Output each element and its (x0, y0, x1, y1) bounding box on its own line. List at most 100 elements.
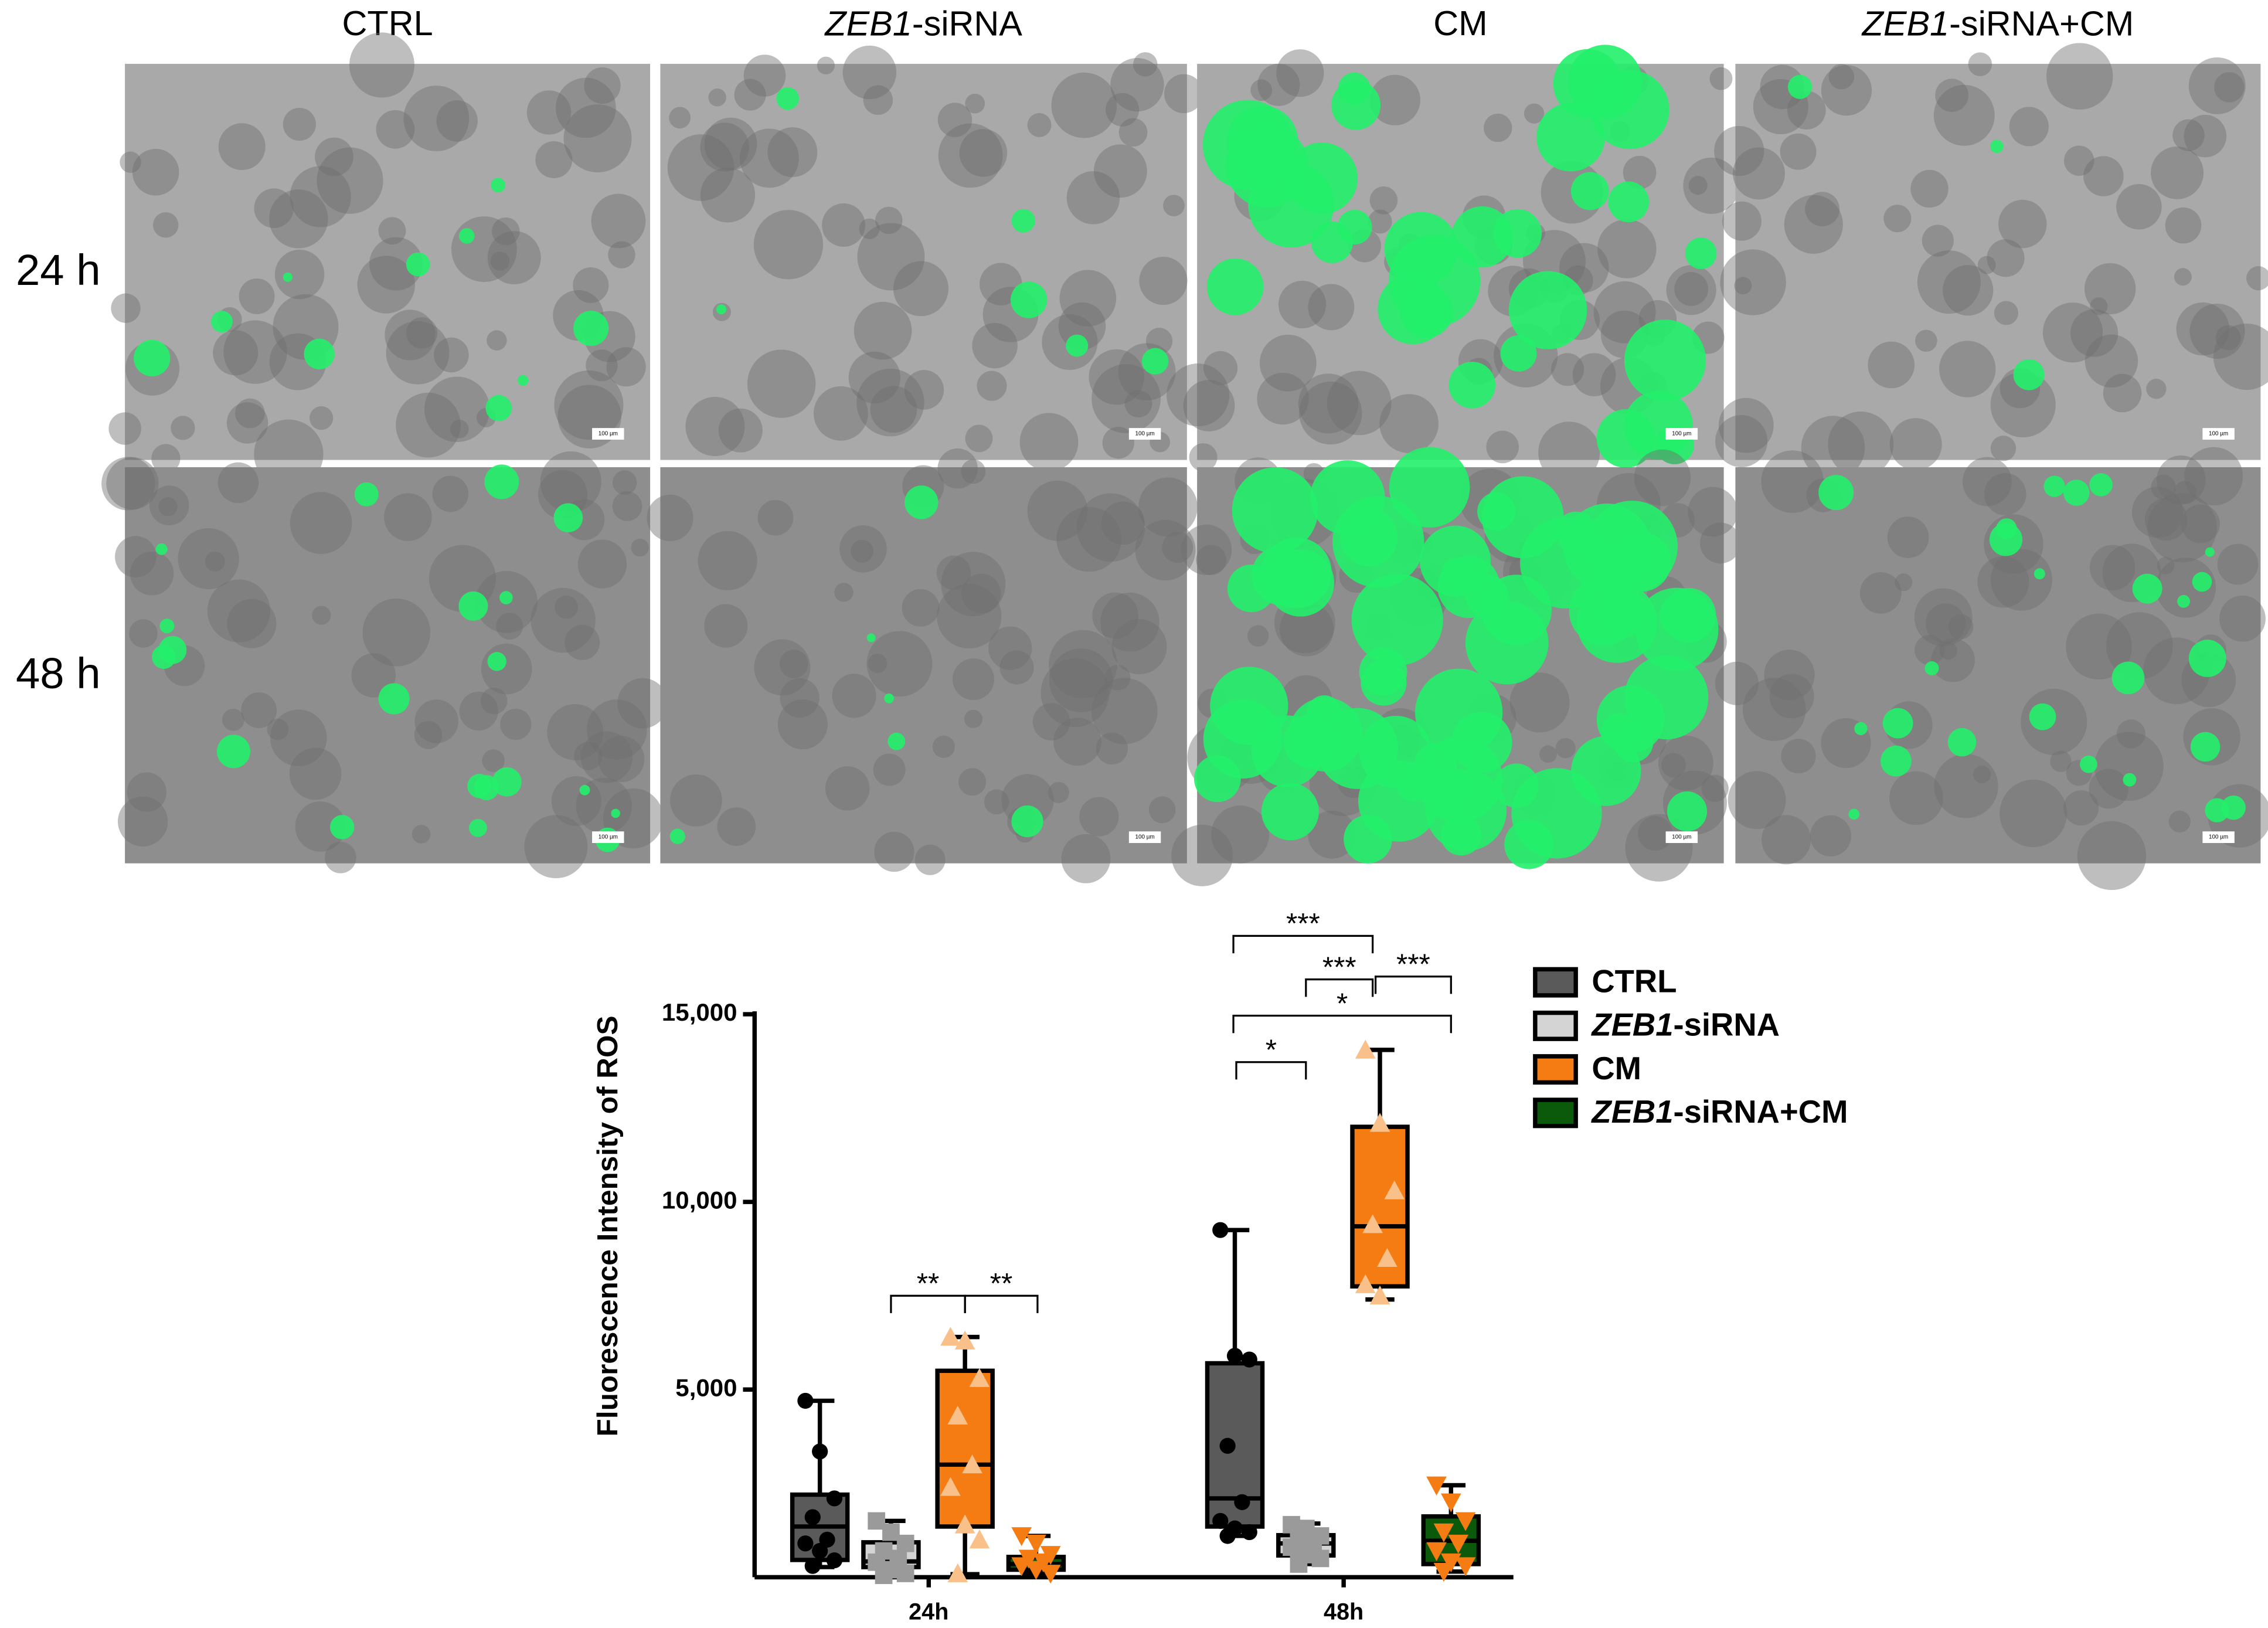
ros-signal (1010, 281, 1048, 318)
micrograph-background (125, 467, 651, 864)
cell-cluster (315, 137, 353, 176)
cell-cluster (874, 831, 914, 872)
cell-cluster (1658, 735, 1713, 791)
data-point (1290, 1555, 1308, 1573)
cell-cluster (158, 497, 178, 516)
cell-cluster (1915, 635, 1945, 665)
cell-cluster (496, 613, 523, 640)
cell-cluster (108, 412, 141, 445)
significance-bracket (1305, 978, 1374, 997)
cell-cluster (317, 147, 383, 214)
ros-signal (2190, 732, 2221, 762)
cell-cluster (902, 589, 940, 627)
cell-cluster (254, 188, 294, 228)
ros-signal (1818, 475, 1854, 511)
cell-cluster (1298, 373, 1359, 434)
ros-signal (216, 735, 250, 769)
cell-cluster (2174, 268, 2192, 286)
cell-cluster (432, 475, 469, 512)
cell-cluster (586, 349, 618, 382)
cell-cluster (743, 55, 786, 97)
cell-cluster (914, 844, 946, 875)
ros-signal (2063, 480, 2090, 506)
cell-cluster (937, 103, 973, 137)
cell-cluster (2213, 323, 2268, 390)
cell-cluster (555, 595, 579, 619)
cell-cluster (1032, 703, 1070, 741)
cell-cluster (1104, 664, 1131, 691)
cell-cluster (1048, 781, 1069, 803)
cell-cluster (1764, 650, 1815, 701)
cell-cluster (1917, 250, 1981, 314)
ros-signal (134, 339, 171, 376)
cell-cluster (1593, 281, 1656, 344)
cell-cluster (1714, 125, 1764, 176)
cell-cluster (856, 368, 924, 437)
cell-cluster (1990, 436, 2017, 461)
data-point (940, 1327, 961, 1346)
cell-cluster (450, 420, 469, 439)
ros-signal (1500, 335, 1537, 372)
cell-cluster (875, 206, 903, 234)
column-title: CTRL (342, 4, 433, 43)
cell-cluster (1943, 265, 1994, 316)
cell-cluster (591, 193, 646, 249)
cell-cluster (988, 626, 1032, 670)
scale-bar (2202, 831, 2235, 844)
data-point (954, 1514, 975, 1534)
data-point (1440, 1493, 1461, 1513)
cell-cluster (1124, 390, 1152, 418)
ros-signal (1011, 209, 1035, 233)
cell-cluster (647, 494, 693, 542)
ros-signal (1924, 661, 1939, 675)
cell-cluster (2156, 455, 2206, 505)
ros-signal (2188, 640, 2226, 677)
cell-cluster (1720, 249, 1786, 315)
cell-cluster (1049, 648, 1113, 712)
cell-cluster (270, 709, 327, 766)
cell-cluster (1203, 351, 1238, 385)
cell-cluster (2147, 493, 2217, 563)
ros-signal (1361, 660, 1407, 706)
cell-cluster (1138, 477, 1198, 537)
column-title: ZEB1-siRNA (824, 4, 1022, 43)
cell-cluster (1539, 745, 1557, 763)
cell-cluster (866, 631, 933, 697)
cell-cluster (312, 606, 331, 625)
data-point (1369, 1285, 1390, 1305)
cell-cluster (598, 736, 645, 783)
ros-signal (669, 828, 685, 844)
ros-signal (1848, 808, 1859, 820)
cell-cluster (1760, 64, 1805, 110)
cell-cluster (1111, 619, 1167, 675)
cell-cluster (2219, 595, 2266, 642)
cell-cluster (2184, 447, 2243, 506)
cell-cluster (487, 330, 507, 351)
ros-signal (2034, 568, 2045, 580)
cell-cluster (349, 32, 414, 98)
cell-cluster (573, 267, 609, 303)
cell-cluster (101, 457, 155, 511)
cell-cluster (1984, 473, 2026, 515)
ros-signal (1947, 728, 1977, 757)
cell-cluster (779, 650, 808, 678)
cell-cluster (295, 801, 346, 852)
ros-signal (888, 732, 906, 750)
scale-bar-label: 100 µm (599, 431, 618, 437)
cell-cluster (670, 774, 722, 827)
cell-cluster (434, 337, 469, 373)
cell-cluster (1990, 549, 2052, 611)
ros-signal (1536, 103, 1605, 172)
ros-signal (2029, 703, 2056, 730)
cell-cluster (2151, 474, 2176, 500)
data-point (826, 1490, 843, 1507)
ros-signal (1685, 237, 1717, 269)
cell-cluster (1027, 480, 1088, 541)
cell-cluster (1895, 573, 1913, 592)
cell-cluster (753, 210, 824, 280)
data-point (826, 1552, 843, 1569)
cell-cluster (2246, 266, 2268, 291)
cell-cluster (1910, 169, 1949, 208)
cell-cluster (1163, 195, 1185, 217)
cell-cluster (563, 104, 632, 173)
